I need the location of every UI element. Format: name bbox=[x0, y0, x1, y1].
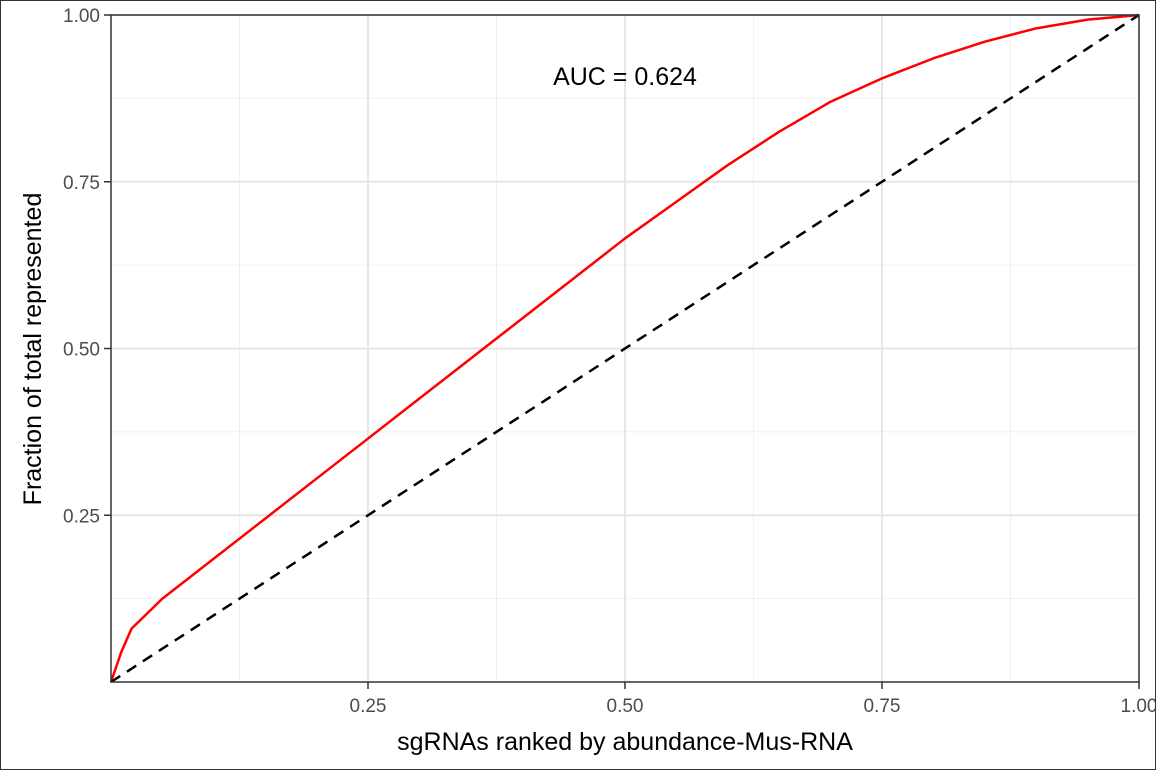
x-axis-title: sgRNAs ranked by abundance-Mus-RNA bbox=[397, 728, 853, 756]
x-tick-label: 0.25 bbox=[350, 696, 387, 717]
y-tick-label: 0.25 bbox=[63, 506, 100, 527]
x-tick-label: 0.50 bbox=[607, 696, 644, 717]
y-axis-ticks: 0.25 0.50 0.75 1.00 bbox=[63, 6, 111, 527]
series-layer bbox=[109, 13, 1140, 684]
annotations-layer: AUC = 0.624 bbox=[553, 63, 697, 91]
y-tick-label: 1.00 bbox=[63, 6, 100, 27]
x-tick-label: 0.75 bbox=[864, 696, 901, 717]
reference-diagonal-line bbox=[110, 13, 1140, 684]
auc-annotation: AUC = 0.624 bbox=[553, 63, 697, 91]
x-tick-label: 1.00 bbox=[1121, 696, 1155, 717]
cumulative-curve-line bbox=[109, 13, 1140, 683]
x-axis-ticks: 0.25 0.50 0.75 1.00 bbox=[350, 682, 1155, 717]
y-tick-label: 0.50 bbox=[63, 340, 100, 361]
y-tick-label: 0.75 bbox=[63, 173, 100, 194]
y-axis-title: Fraction of total represented bbox=[19, 193, 47, 506]
